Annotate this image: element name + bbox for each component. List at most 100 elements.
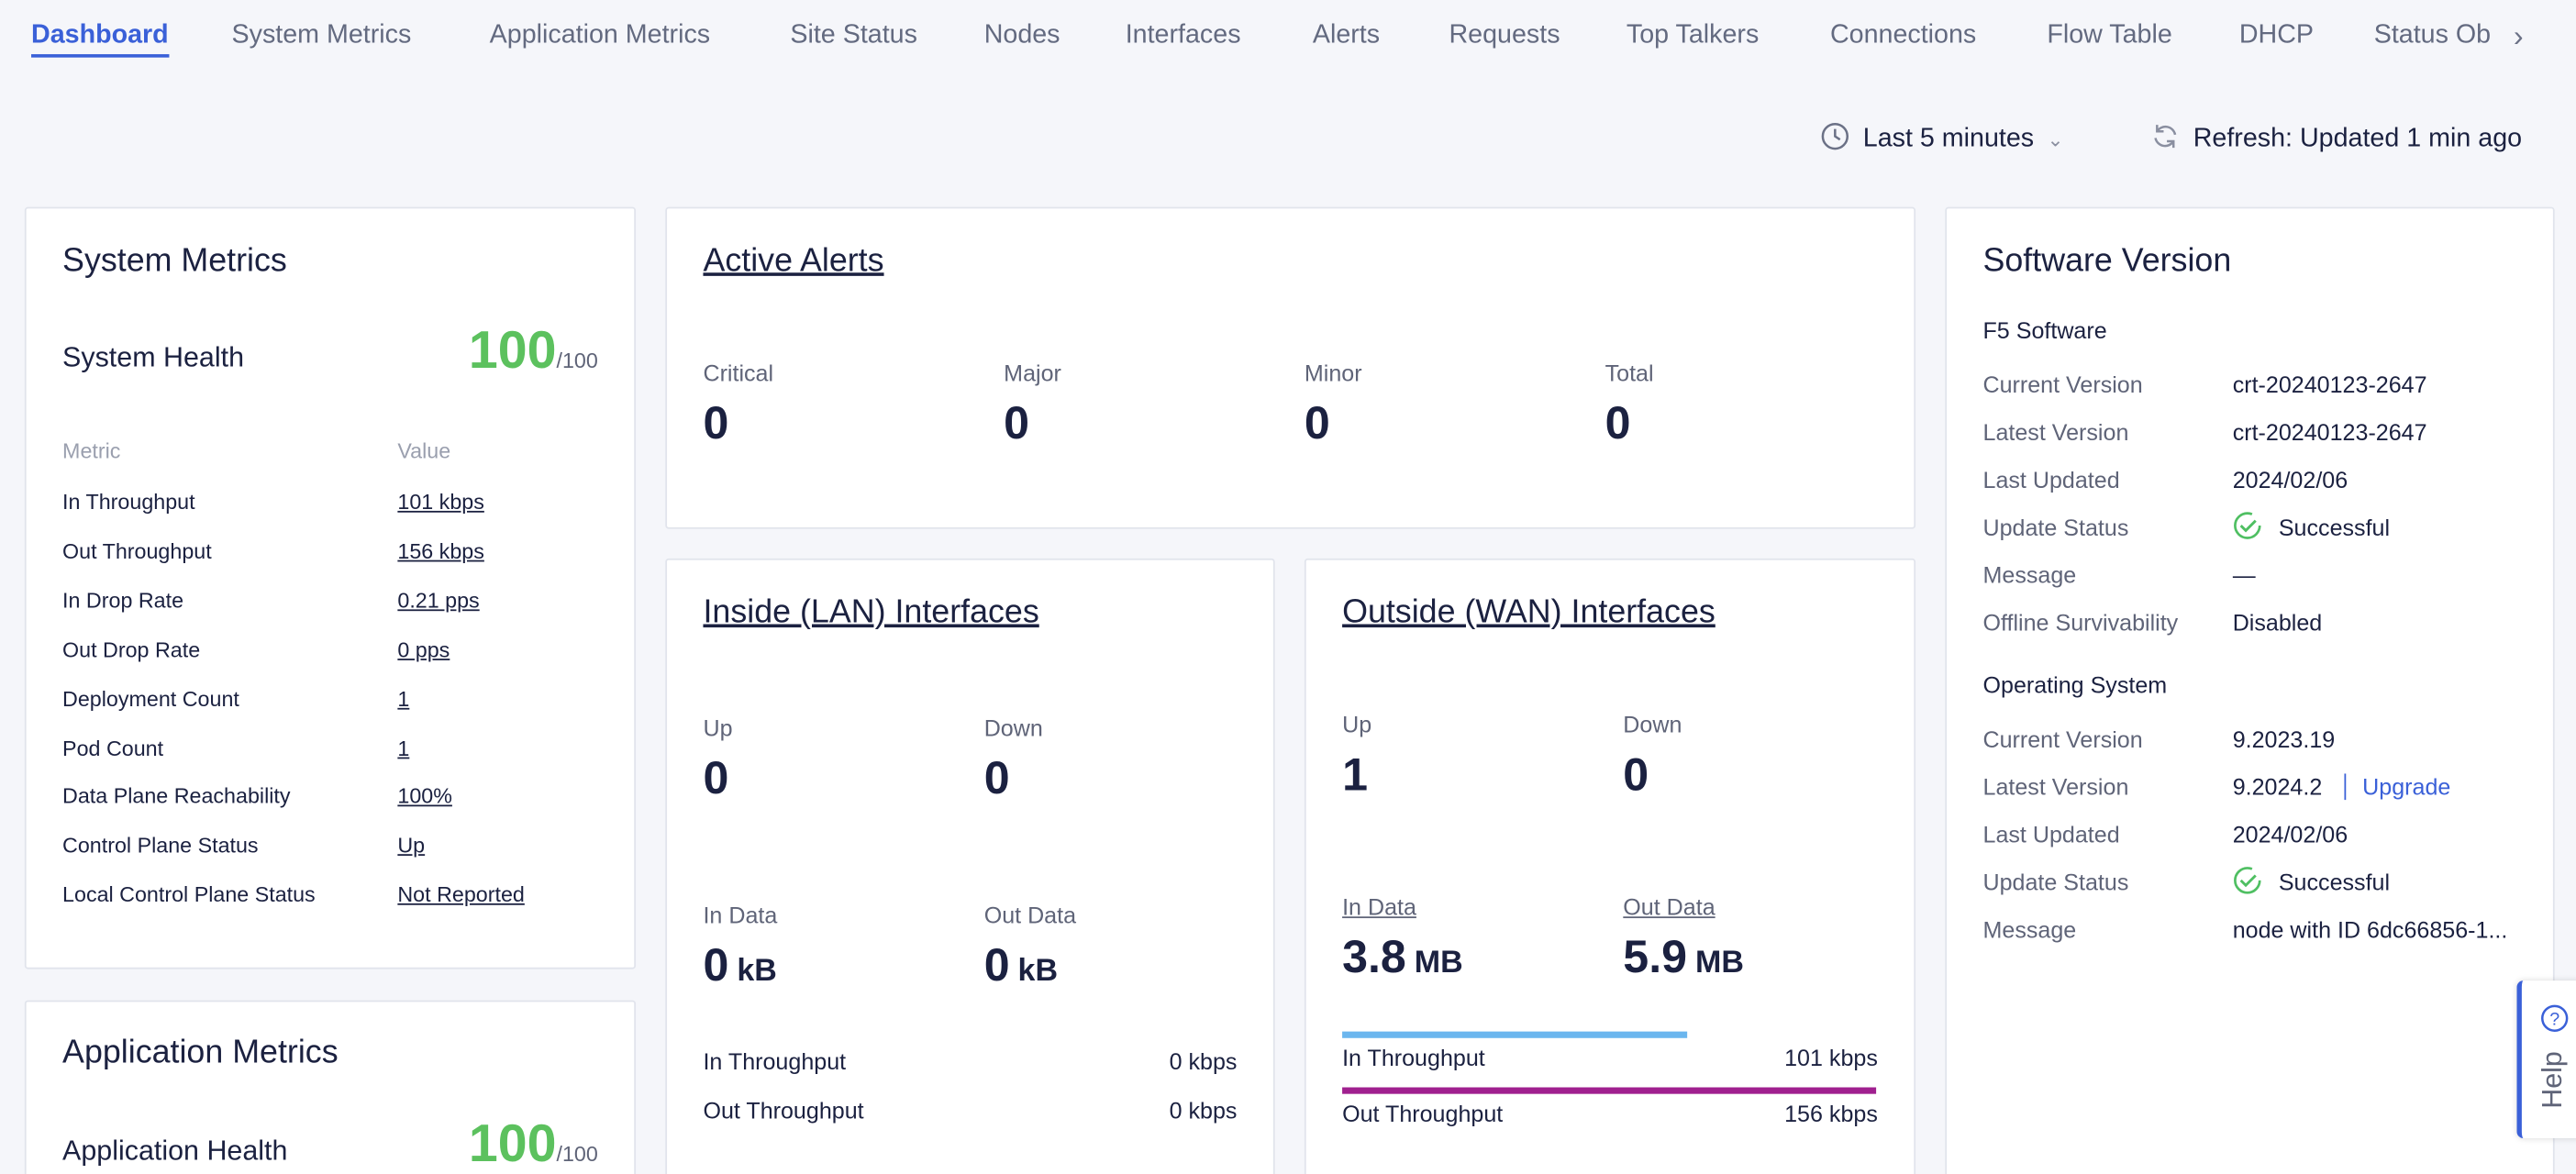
throughput-value: 101 kbps [1784,1045,1878,1071]
lan-interfaces-card: Inside (LAN) Interfaces Up0Down0In Data0… [665,559,1274,1174]
data-amount: 0kB [703,939,776,991]
alert-count: 0 [1605,397,1631,449]
metric-value-link[interactable]: Up [397,833,425,858]
nav-tab[interactable]: Top Talkers [1627,21,1759,50]
metric-name: Local Control Plane Status [62,882,316,907]
data-label[interactable]: In Data [1342,893,1416,920]
score: 100 [469,1113,557,1172]
help-tab[interactable]: ? Help [2517,980,2576,1138]
nav-tab[interactable]: Dashboard [31,21,169,57]
throughput-value: 156 kbps [1784,1101,1878,1127]
alert-count: 0 [1305,397,1330,449]
help-icon: ? [2540,1003,2570,1033]
metric-name: Control Plane Status [62,833,259,858]
upgrade-link[interactable]: Upgrade [2344,773,2450,800]
metric-name: Out Throughput [62,538,212,563]
metric-name: Pod Count [62,735,163,759]
data-unit: MB [1695,947,1744,981]
metric-value-link[interactable]: 1 [397,686,409,711]
health-label: System Health [62,341,244,374]
nav-tab[interactable]: Application Metrics [490,21,710,50]
field-value: Successful [2279,869,2390,895]
metric-value-link[interactable]: 101 kbps [397,490,483,515]
tab-scroll-arrow[interactable]: › [2514,19,2524,54]
metric-name: In Drop Rate [62,588,183,613]
field-label: Message [1982,916,2076,943]
data-unit: MB [1415,947,1463,981]
field-value: node with ID 6dc66856-1... [2233,916,2508,943]
health-label: Application Health [62,1135,287,1168]
field-label: Message [1982,561,2076,588]
data-unit: kB [737,954,777,989]
clock-icon [1820,122,1849,151]
score: 100 [469,320,557,379]
data-value: 0 [984,939,1010,991]
metric-value-link[interactable]: Not Reported [397,882,524,907]
card-title-link[interactable]: Outside (WAN) Interfaces [1342,594,1715,632]
health-score: 100/100 [469,1113,598,1174]
refresh-button[interactable]: Refresh: Updated 1 min ago [2150,122,2522,155]
nav-tab[interactable]: Requests [1449,21,1560,50]
nav-tab[interactable]: Alerts [1313,21,1380,50]
field-label: Offline Survivability [1982,609,2178,636]
column-header: Value [397,438,450,463]
field-label: Update Status [1982,869,2128,895]
application-metrics-card: Application Metrics Application Health 1… [25,1001,636,1174]
status-label: Down [1623,711,1682,737]
alert-label: Major [1004,360,1061,386]
data-label: In Data [703,902,777,928]
data-amount: 3.8MB [1342,931,1463,983]
card-title-link[interactable]: Active Alerts [703,243,883,281]
metric-value-link[interactable]: 0 pps [397,637,450,661]
active-alerts-card: Active Alerts Critical0Major0Minor0Total… [665,207,1915,529]
nav-tab[interactable]: Connections [1830,21,1976,50]
data-value: 5.9 [1623,931,1687,982]
data-label[interactable]: Out Data [1623,893,1715,920]
status-count: 0 [1623,749,1649,802]
help-label: Help [2537,1051,2570,1109]
alert-label: Minor [1305,360,1362,386]
field-label: Current Version [1982,726,2142,753]
field-label: Update Status [1982,515,2128,541]
success-icon [2233,511,2262,548]
metric-value-link[interactable]: 100% [397,784,452,809]
metric-name: In Throughput [62,490,195,515]
field-value: 9.2024.2 [2233,773,2323,800]
nav-tab[interactable]: System Metrics [232,21,412,50]
svg-text:?: ? [2549,1009,2559,1029]
status-label: Up [1342,711,1371,737]
throughput-label: Out Throughput [1342,1101,1503,1127]
nav-tab[interactable]: DHCP [2239,21,2314,50]
score-max: /100 [557,349,598,373]
wan-interfaces-card: Outside (WAN) Interfaces Up1Down0In Data… [1305,559,1915,1174]
card-title-link[interactable]: Inside (LAN) Interfaces [703,594,1038,632]
data-unit: kB [1018,954,1059,989]
in-throughput-bar [1342,1032,1687,1038]
field-label: Last Updated [1982,821,2119,847]
metric-value-link[interactable]: 1 [397,735,409,759]
metric-value-link[interactable]: 156 kbps [397,538,483,563]
time-range-picker[interactable]: Last 5 minutes⌄ [1820,122,2063,155]
throughput-label: Out Throughput [703,1097,863,1124]
metric-value-link[interactable]: 0.21 pps [397,588,479,613]
nav-tab[interactable]: Interfaces [1126,21,1241,50]
nav-tab[interactable]: Status Ob [2374,21,2491,50]
card-title: Software Version [1982,243,2231,281]
throughput-value: 0 kbps [1170,1048,1238,1075]
field-label: Last Updated [1982,467,2119,493]
system-metrics-card: System Metrics System Health 100/100 Met… [25,207,636,969]
nav-tab[interactable]: Site Status [790,21,917,50]
nav-tab[interactable]: Flow Table [2047,21,2171,50]
field-value: Disabled [2233,609,2323,636]
data-label: Out Data [984,902,1076,928]
field-label: Latest Version [1982,419,2128,446]
section-title: Operating System [1982,671,2167,698]
throughput-value: 0 kbps [1170,1097,1238,1124]
alert-label: Critical [703,360,773,386]
nav-tab[interactable]: Nodes [984,21,1060,50]
field-value: — [2233,561,2256,588]
throughput-label: In Throughput [703,1048,846,1075]
tab-bar: Dashboard System Metrics Application Metri… [0,0,2497,83]
status-count: 0 [984,752,1010,804]
